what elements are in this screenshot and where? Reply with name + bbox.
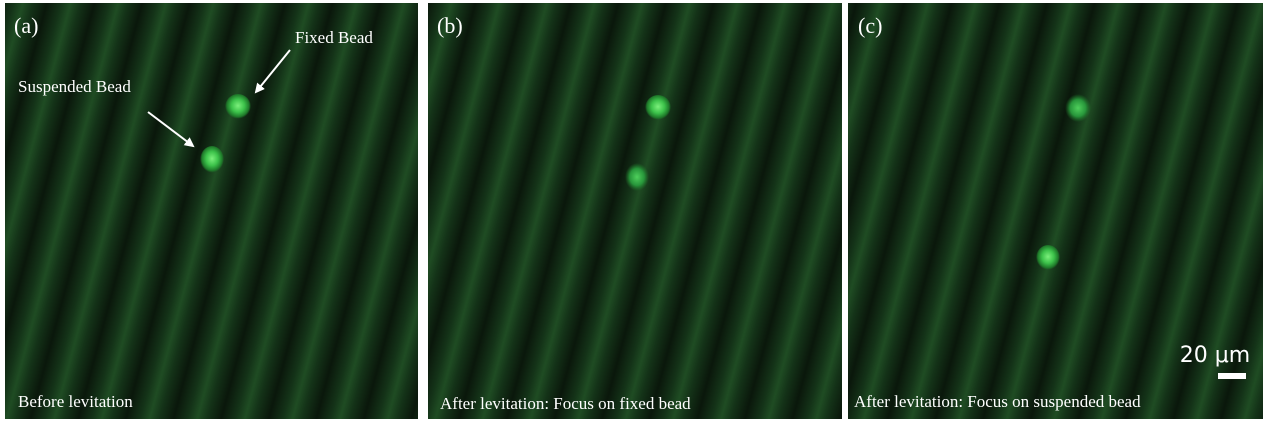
- scale-bar: [1218, 373, 1246, 379]
- annotation: Suspended Bead: [18, 77, 131, 96]
- suspended-bead: [625, 163, 649, 191]
- caption: After levitation: Focus on suspended bea…: [854, 392, 1141, 411]
- fixed-bead: [645, 95, 671, 121]
- page: (a) Fixed Bead Suspended Bead Before lev…: [0, 0, 1268, 423]
- panel-label: (b): [437, 13, 463, 38]
- suspended-bead: [1036, 245, 1060, 271]
- suspended-bead: [200, 146, 224, 174]
- caption: Before levitation: [18, 392, 133, 411]
- image-panel: [428, 3, 842, 419]
- caption: After levitation: Focus on fixed bead: [440, 394, 691, 413]
- fixed-bead: [1065, 94, 1091, 122]
- panel-label: (a): [14, 13, 38, 38]
- figure: (a) Fixed Bead Suspended Bead Before lev…: [0, 0, 1268, 423]
- fixed-bead: [225, 94, 251, 120]
- scale-bar-label: 20 μm: [1180, 343, 1250, 368]
- annotation: Fixed Bead: [295, 28, 373, 47]
- panel-label: (c): [858, 13, 882, 38]
- image-panel: [5, 3, 418, 419]
